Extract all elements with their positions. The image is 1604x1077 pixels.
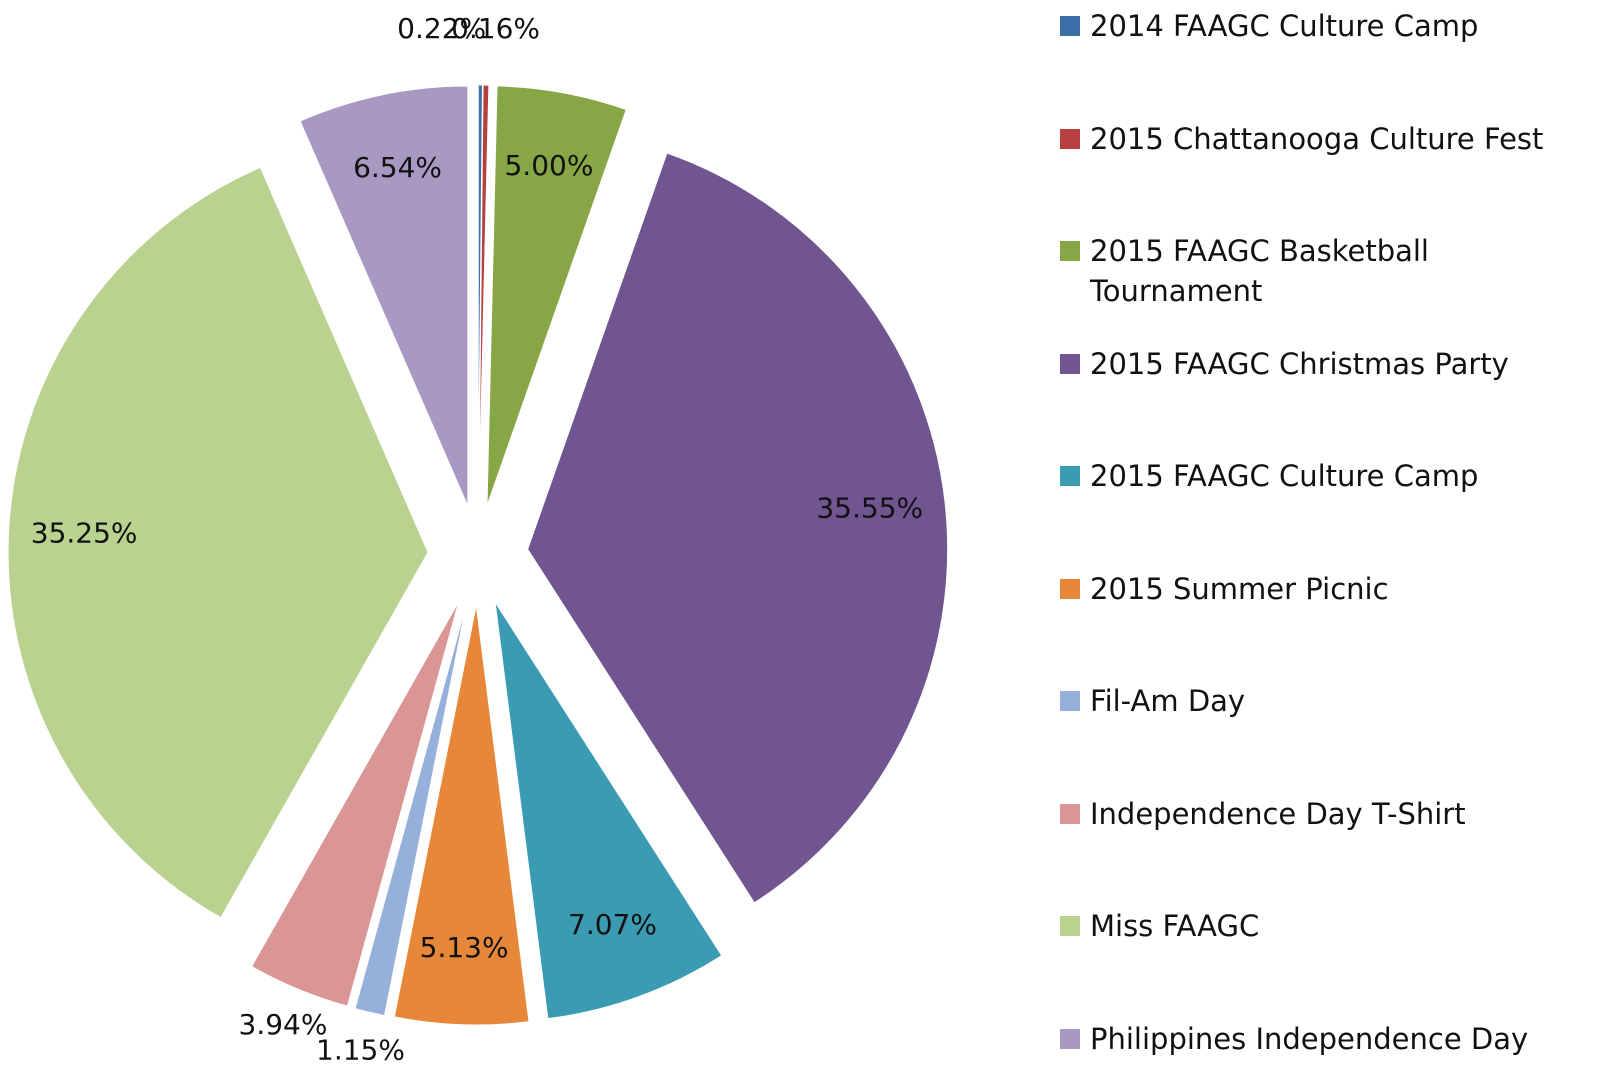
legend-label: Fil-Am Day [1090,684,1246,718]
data-label: 35.25% [31,516,138,549]
data-label: 5.00% [504,149,593,182]
pie-slice [7,166,429,919]
data-label: 0.16% [451,12,540,45]
pie-slice [299,85,469,507]
pie-slice [393,604,530,1026]
legend-swatch [1060,466,1080,486]
data-label: 3.94% [239,1008,328,1041]
legend-label: 2015 FAAGC Basketball Tournament [1090,234,1429,308]
legend-swatch [1060,578,1080,599]
legend-swatch [1060,916,1080,936]
legend-label: Miss FAAGC [1090,909,1260,943]
legend-label: Independence Day T-Shirt [1090,796,1466,831]
data-label: 6.54% [353,151,442,184]
data-label: 35.55% [816,491,923,524]
legend-label: 2015 Chattanooga Culture Fest [1090,121,1544,156]
pie-slice [486,85,627,506]
legend-item: 2014 FAAGC Culture Camp [1060,6,1560,46]
legend-label: 2015 FAAGC Culture Camp [1090,459,1479,493]
pie-slice [494,601,723,1020]
legend-label: Philippines Independence Day [1090,1021,1529,1056]
legend-item: Miss FAAGC [1060,906,1560,946]
legend-swatch [1060,803,1080,824]
data-label: 7.07% [568,908,657,941]
pie-slice [354,603,467,1017]
pie-slice [250,600,460,1007]
data-label: 5.13% [420,931,509,964]
pie-slice [527,152,949,904]
legend-item: 2015 Summer Picnic [1060,569,1560,609]
data-label: 0.22% [397,12,486,45]
legend-item: Independence Day T-Shirt [1060,794,1560,834]
pie-chart: 0.16%0.22% 5.00% 35.55% 7.07% 5.13% 1.15%3.94… [7,12,949,1066]
legend-label: 2015 Summer Picnic [1090,571,1389,606]
data-label: 1.15% [316,1033,405,1066]
pie-slice [477,84,483,506]
legend-swatch [1060,353,1080,374]
legend-item: 2015 Chattanooga Culture Fest [1060,119,1560,159]
legend-swatch [1060,16,1080,36]
legend-item: Fil-Am Day [1060,681,1560,721]
legend-swatch [1060,691,1080,711]
legend-label: 2014 FAAGC Culture Camp [1090,9,1479,43]
legend-swatch [1060,241,1080,261]
legend-label: 2015 FAAGC Christmas Party [1090,346,1509,381]
legend-item: 2015 FAAGC Culture Camp [1060,456,1560,496]
legend-item: 2015 FAAGC Christmas Party [1060,344,1560,384]
legend-swatch [1060,1028,1080,1049]
pie-slice [478,84,490,506]
legend-item: 2015 FAAGC Basketball Tournament [1060,231,1560,311]
legend-item: Philippines Independence Day [1060,1019,1560,1059]
legend-swatch [1060,128,1080,149]
